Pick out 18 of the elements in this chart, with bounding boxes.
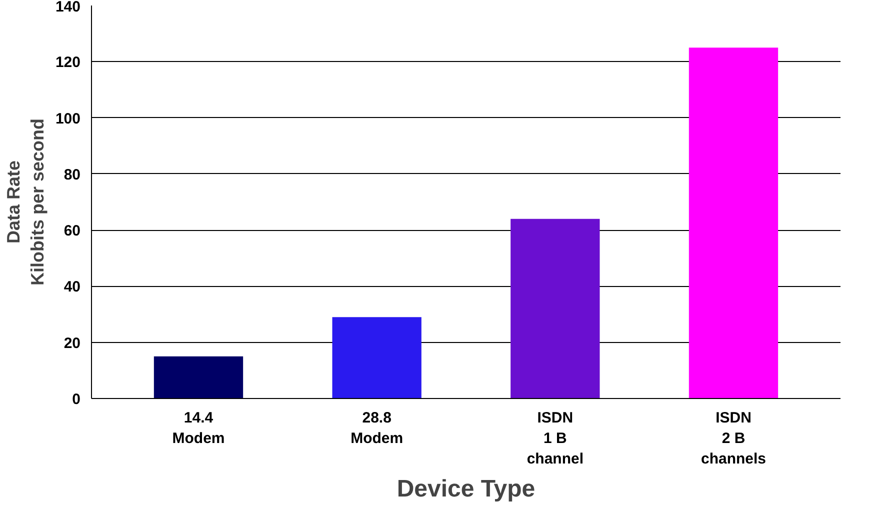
y-tick-label: 140: [55, 0, 81, 16]
x-tick-label: ISDN 2 B channels: [700, 410, 766, 468]
y-tick-label: 20: [64, 334, 81, 352]
y-tick-label: 60: [64, 222, 81, 240]
y-tick-label: 0: [72, 391, 80, 408]
bar: [510, 218, 600, 398]
x-tick-label: 14.4 Modem: [172, 410, 225, 447]
y-tick-label: 120: [55, 54, 81, 72]
x-tick-label: 28.8 Modem: [350, 410, 404, 447]
x-axis-title: Device Type: [396, 475, 536, 502]
y-axis-title: Data Rate Kilobits per second: [3, 118, 48, 286]
bar: [332, 317, 422, 398]
y-tick-label: 80: [64, 166, 81, 184]
y-tick-label: 40: [64, 278, 81, 296]
x-tick-label: ISDN 1 B channel: [526, 410, 584, 468]
y-tick-label: 100: [55, 110, 81, 128]
bar: [154, 356, 244, 398]
bar: [688, 48, 778, 398]
